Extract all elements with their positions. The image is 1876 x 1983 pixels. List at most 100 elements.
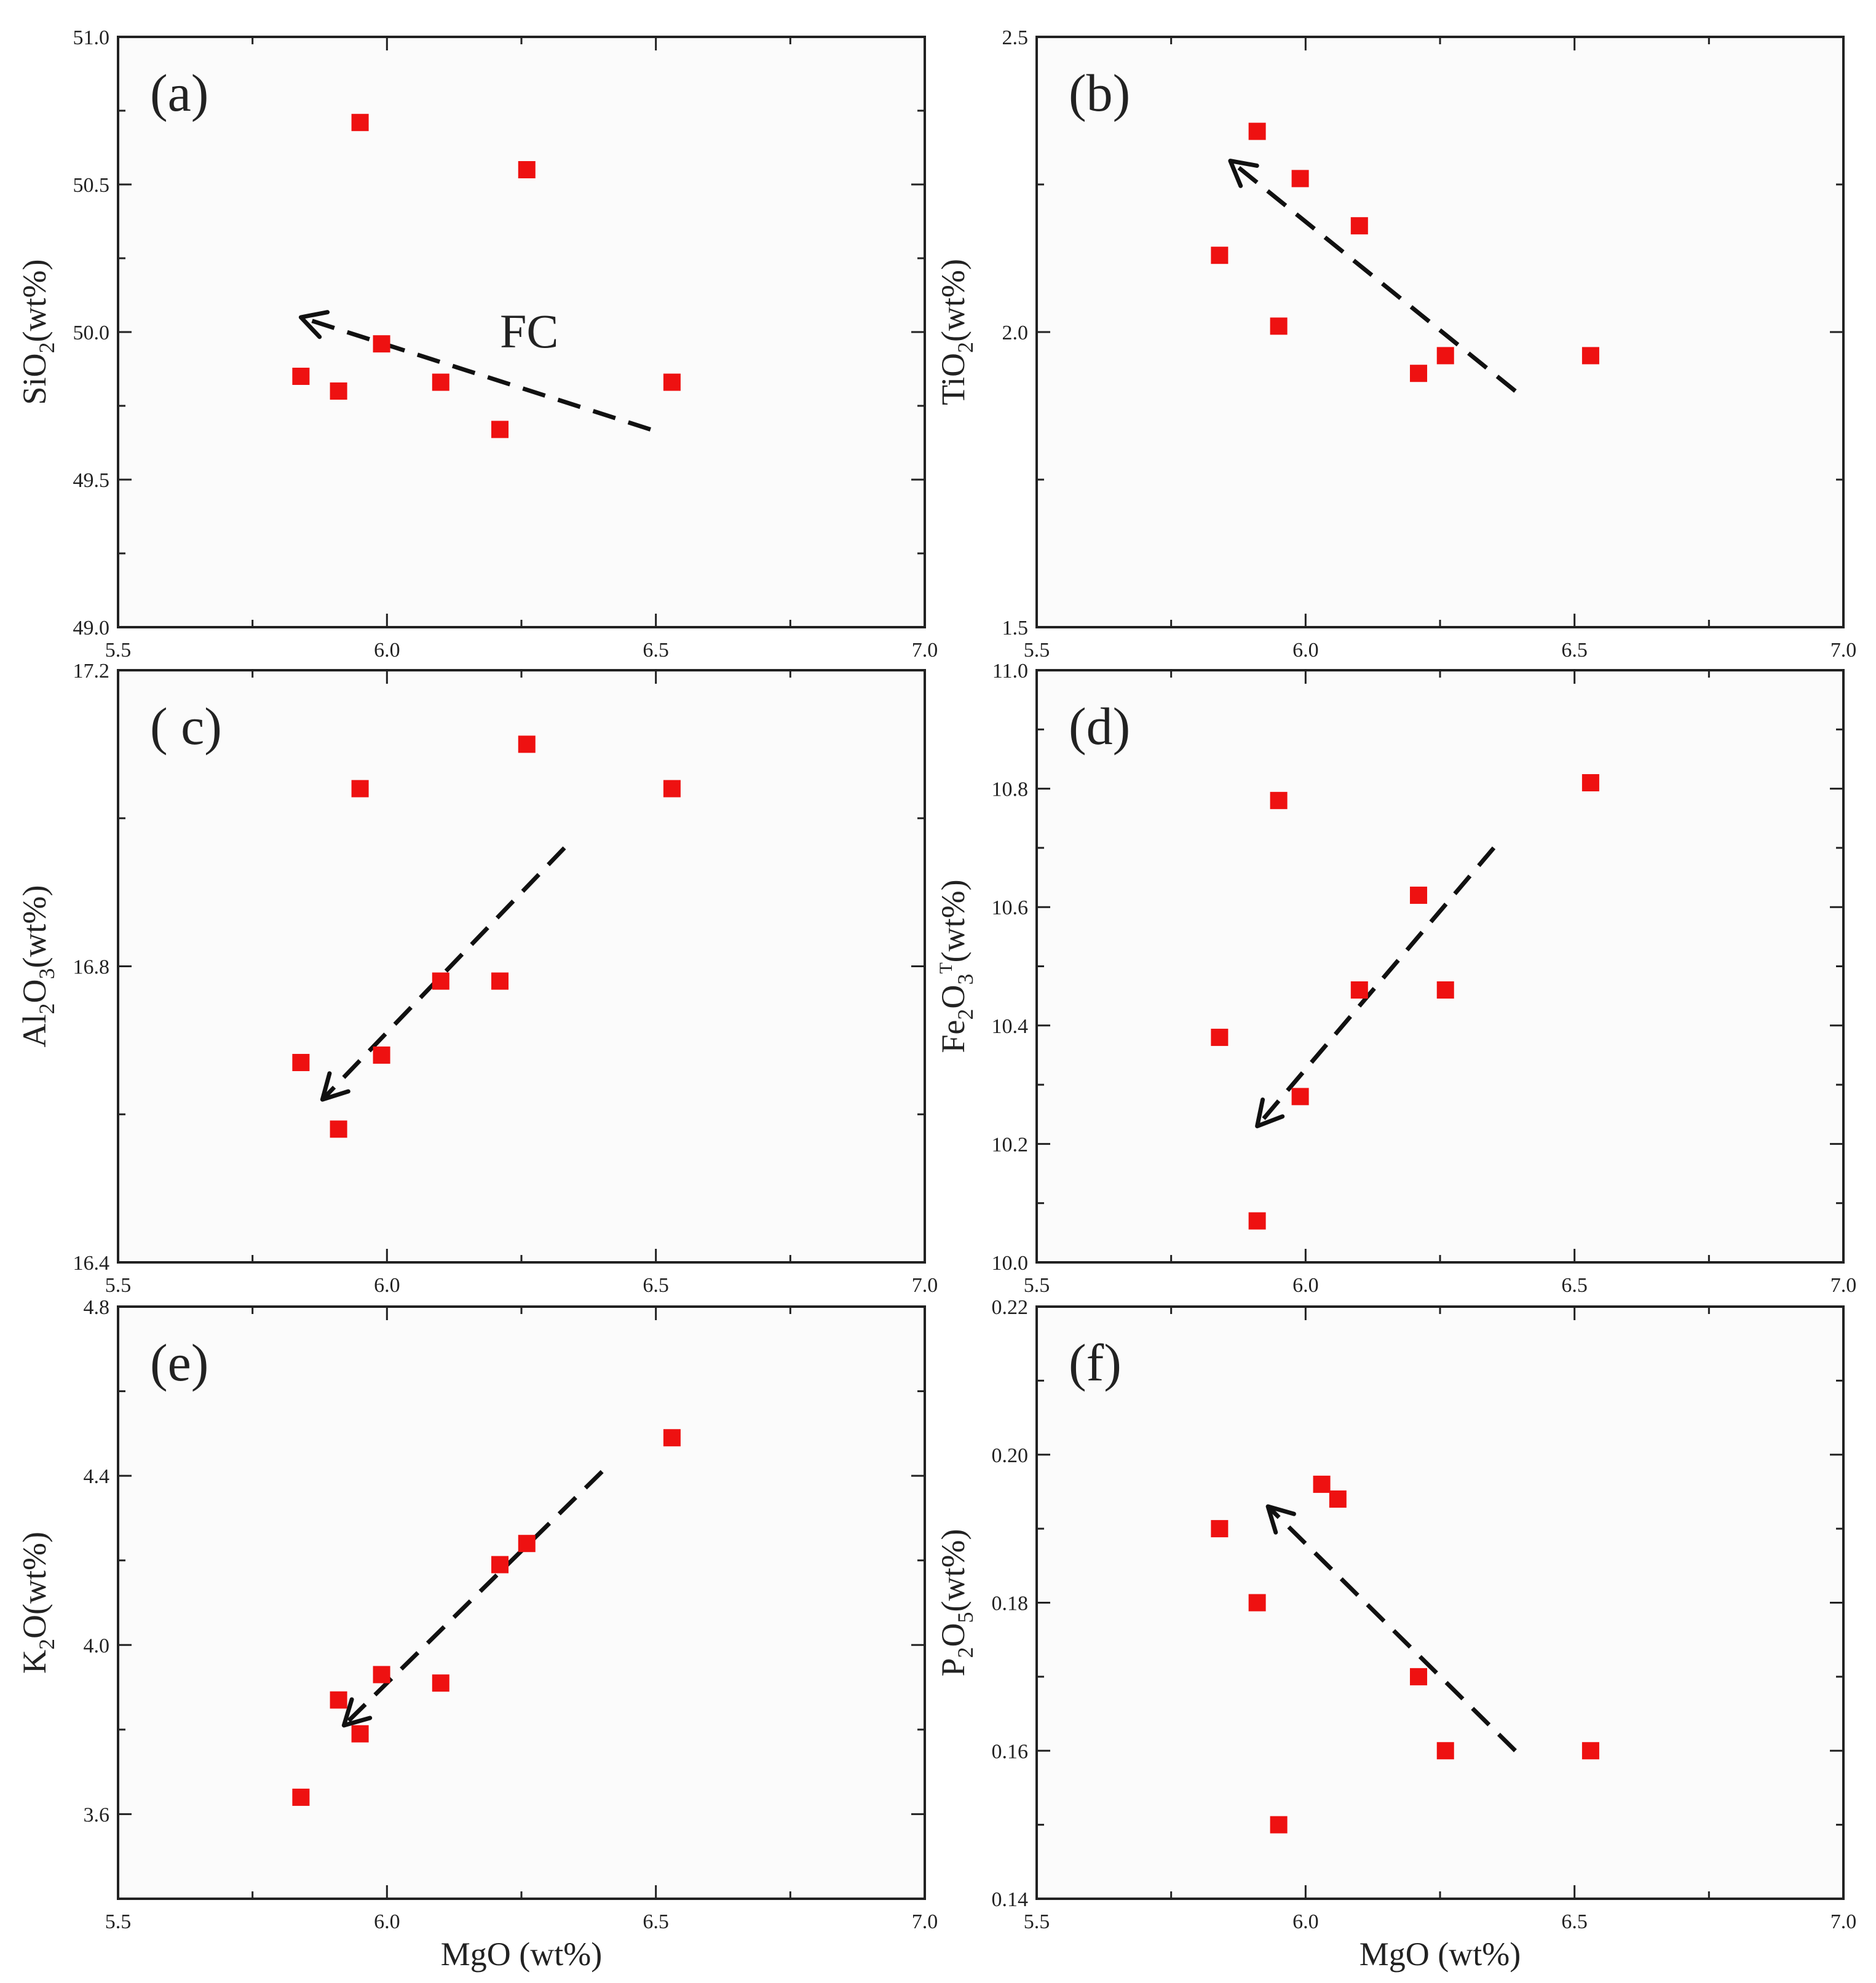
x-tick-label: 5.5 (105, 1910, 132, 1933)
y-tick-label: 1.5 (1002, 617, 1029, 639)
y-axis-title: Fe2O3T(wt%) (935, 879, 978, 1053)
y-tick-label: 10.4 (992, 1015, 1029, 1038)
trend-line (1266, 1505, 1517, 1752)
panel-label: (a) (150, 63, 208, 122)
panel-d: 5.5 6.0 6.5 7.0 10.0 10.2 10.4 10.6 10.8 11.0 (d) F… (935, 660, 1856, 1297)
data-point (1329, 1490, 1347, 1508)
data-point (351, 1725, 369, 1743)
x-tick-label: 7.0 (1830, 1274, 1857, 1297)
y-tick-label: 51.0 (73, 26, 110, 49)
panel-f: 5.5 6.0 6.5 7.0 0.14 0.16 0.18 0.20 0.22 (f) P2O5(… (935, 1296, 1856, 1973)
data-point (1211, 1029, 1229, 1047)
data-point (491, 1556, 509, 1573)
data-point (351, 114, 369, 132)
y-axis-title: Al2O3(wt%) (16, 885, 59, 1048)
y-tick-label: 49.0 (73, 617, 110, 639)
data-point (518, 161, 536, 178)
trend-line (300, 315, 651, 432)
data-point (1436, 1742, 1454, 1760)
data-point (351, 780, 369, 798)
trend-arrowhead (341, 1697, 373, 1728)
data-point (663, 1429, 681, 1447)
panel-b: 5.5 6.0 6.5 7.0 1.5 2.0 2.5 (b) TiO2(wt%) (935, 26, 1856, 662)
panel-label: (d) (1069, 697, 1130, 756)
data-point (1436, 981, 1454, 999)
data-point (1211, 1520, 1229, 1538)
data-point (1270, 317, 1288, 335)
data-point (292, 1053, 310, 1071)
trend-arrowhead (1255, 1097, 1285, 1129)
data-point (518, 1535, 536, 1553)
x-tick-label: 6.0 (374, 639, 400, 662)
plot-frame (1035, 1305, 1845, 1900)
data-point (432, 373, 449, 391)
data-point (1291, 1088, 1309, 1106)
data-point (432, 972, 449, 990)
x-axis-title: MgO (wt%) (441, 1936, 602, 1973)
x-tick-label: 6.0 (374, 1910, 400, 1933)
y-tick-label: 10.6 (992, 897, 1029, 919)
x-tick-label: 6.5 (1561, 1274, 1588, 1297)
x-tick-label: 7.0 (1830, 1910, 1857, 1933)
annotation-label: FC (500, 304, 558, 358)
x-tick-label: 6.5 (1561, 1910, 1588, 1933)
x-tick-label: 7.0 (1830, 639, 1857, 662)
x-tick-label: 6.5 (643, 1274, 669, 1297)
y-tick-label: 50.5 (73, 174, 110, 197)
x-tick-label: 6.5 (643, 639, 669, 662)
trend-arrowhead (320, 1071, 350, 1102)
data-point (1410, 1668, 1428, 1685)
y-tick-label: 10.0 (992, 1252, 1029, 1275)
trend-arrowhead (1265, 1504, 1296, 1535)
panel-e: 5.5 6.0 6.5 7.0 3.6 4.0 4.4 4.8 (e) K2O(wt%) MgO (… (16, 1296, 938, 1973)
panel-a: 5.5 6.0 6.5 7.0 49.0 49.5 50.0 50.5 51.0 (a) SiO2(… (16, 26, 938, 662)
y-tick-label: 16.4 (73, 1252, 110, 1275)
y-tick-label: 0.14 (992, 1888, 1029, 1911)
y-tick-label: 4.8 (84, 1296, 110, 1319)
x-tick-label: 6.0 (374, 1274, 400, 1297)
data-point (1581, 1742, 1599, 1760)
y-tick-label: 10.2 (992, 1133, 1029, 1156)
plot-frame (1035, 669, 1845, 1264)
data-point (1410, 365, 1428, 382)
y-tick-label: 0.22 (992, 1296, 1029, 1319)
data-point (373, 1666, 390, 1684)
data-point (1248, 1594, 1266, 1612)
x-tick-label: 5.5 (105, 639, 132, 662)
x-tick-label: 6.5 (643, 1910, 669, 1933)
x-axis-title: MgO (wt%) (1360, 1936, 1521, 1973)
x-tick-label: 5.5 (1024, 1274, 1050, 1297)
y-tick-label: 50.0 (73, 322, 110, 344)
trend-arrowhead (1228, 159, 1259, 188)
y-tick-label: 16.8 (73, 956, 110, 979)
trend-line (1255, 846, 1496, 1128)
y-axis-title: TiO2(wt%) (935, 259, 978, 405)
y-tick-label: 0.16 (992, 1740, 1029, 1763)
data-point (1350, 217, 1368, 235)
data-point (432, 1674, 449, 1692)
data-point (1248, 122, 1266, 140)
x-tick-label: 6.0 (1292, 639, 1319, 662)
data-point (1248, 1212, 1266, 1230)
trend-line (1229, 159, 1517, 393)
plot-frame (117, 669, 926, 1264)
x-tick-label: 6.5 (1561, 639, 1588, 662)
data-point (330, 382, 347, 400)
trend-line (320, 846, 566, 1101)
data-point (663, 780, 681, 798)
x-tick-label: 5.5 (1024, 639, 1050, 662)
data-point (1410, 886, 1428, 904)
y-tick-label: 2.5 (1002, 26, 1029, 49)
x-tick-label: 5.5 (1024, 1910, 1050, 1933)
data-point (373, 335, 390, 353)
y-tick-label: 4.4 (84, 1465, 110, 1488)
data-point (330, 1120, 347, 1138)
data-point (292, 368, 310, 385)
panel-label: (e) (150, 1333, 208, 1392)
x-tick-label: 7.0 (912, 1910, 938, 1933)
y-tick-label: 10.8 (992, 778, 1029, 801)
panel-label: (f) (1069, 1333, 1122, 1392)
data-point (491, 972, 509, 990)
